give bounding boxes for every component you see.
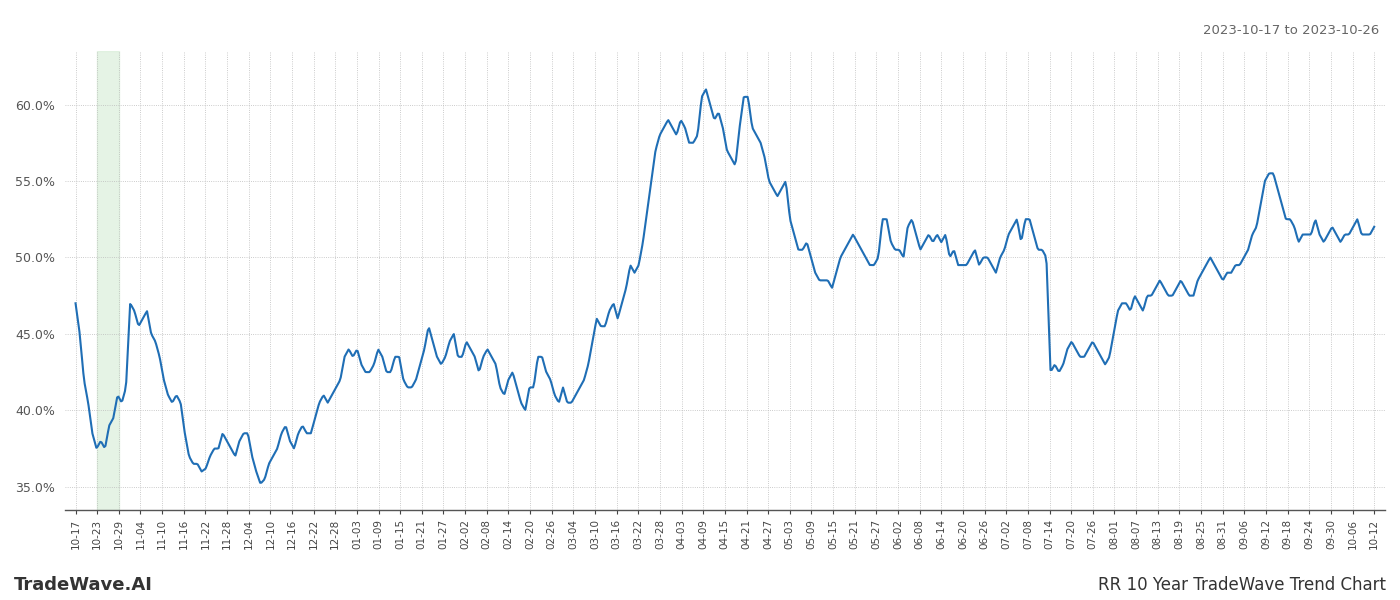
Bar (97, 51, 119, 510)
Text: RR 10 Year TradeWave Trend Chart: RR 10 Year TradeWave Trend Chart (1098, 576, 1386, 594)
Text: 2023-10-17 to 2023-10-26: 2023-10-17 to 2023-10-26 (1203, 24, 1379, 37)
Text: TradeWave.AI: TradeWave.AI (14, 576, 153, 594)
